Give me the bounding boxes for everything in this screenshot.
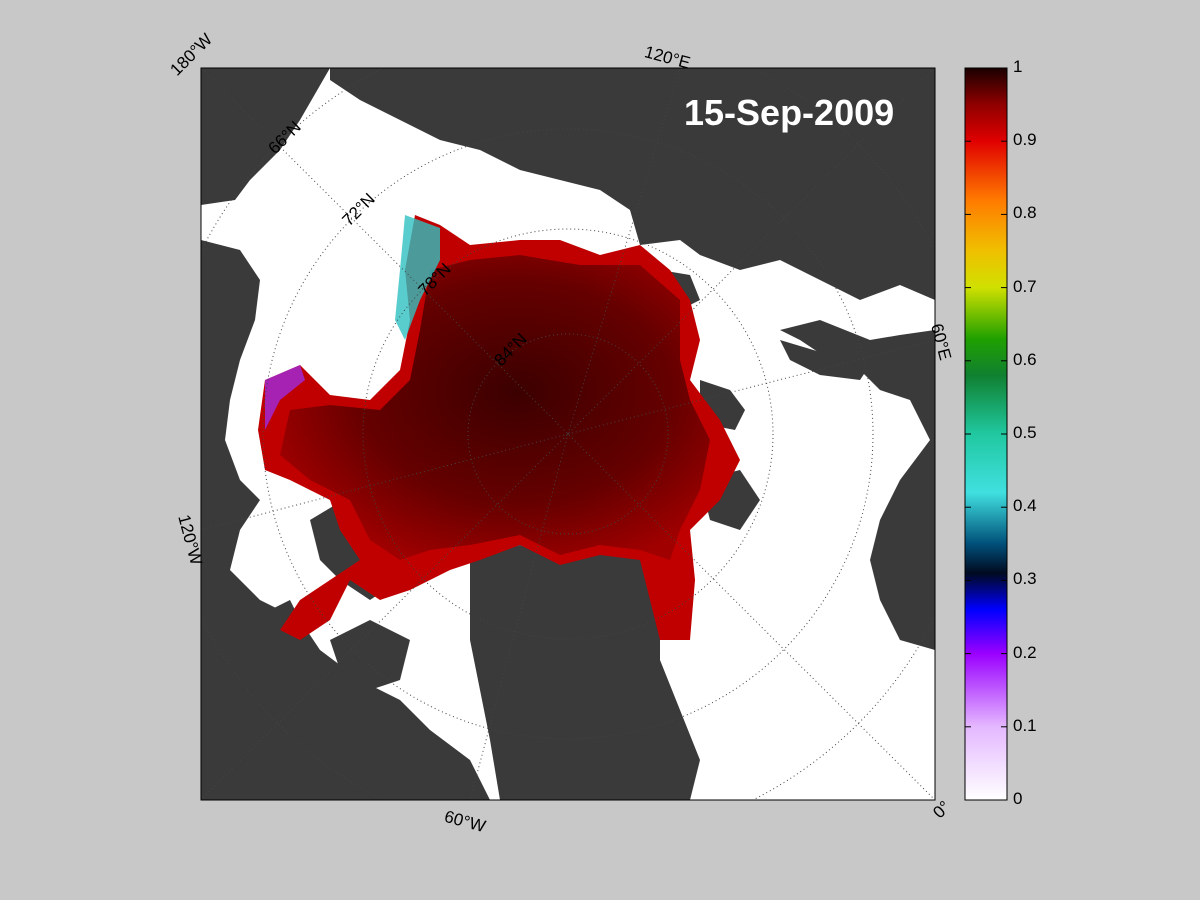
colorbar-tick-label: 0.8 [1013, 203, 1037, 223]
sea-ice [258, 215, 740, 640]
colorbar-tick-label: 0.5 [1013, 423, 1037, 442]
colorbar-tick-label: 0.7 [1013, 276, 1037, 296]
land-masses [201, 68, 935, 800]
map-border [200, 67, 936, 801]
colorbar-tick-label: 0.6 [1013, 349, 1037, 369]
colorbar-ticks [965, 67, 1007, 801]
colorbar-tick-label: 0.2 [1013, 642, 1037, 662]
colorbar-tick-label: 0.3 [1013, 569, 1037, 589]
date-title: 15-Sep-2009 [684, 92, 895, 133]
colorbar-tick-label: 0.9 [1013, 130, 1037, 150]
map-frame [201, 68, 935, 800]
colorbar [964, 67, 1008, 801]
colorbar-tick-label: 0.4 [1013, 496, 1037, 516]
graticule [201, 68, 935, 800]
colorbar-tick-label: 1 [1013, 57, 1023, 76]
colorbar-tick-label: 0.1 [1013, 715, 1037, 735]
colorbar-tick-label: 0 [1013, 789, 1023, 808]
